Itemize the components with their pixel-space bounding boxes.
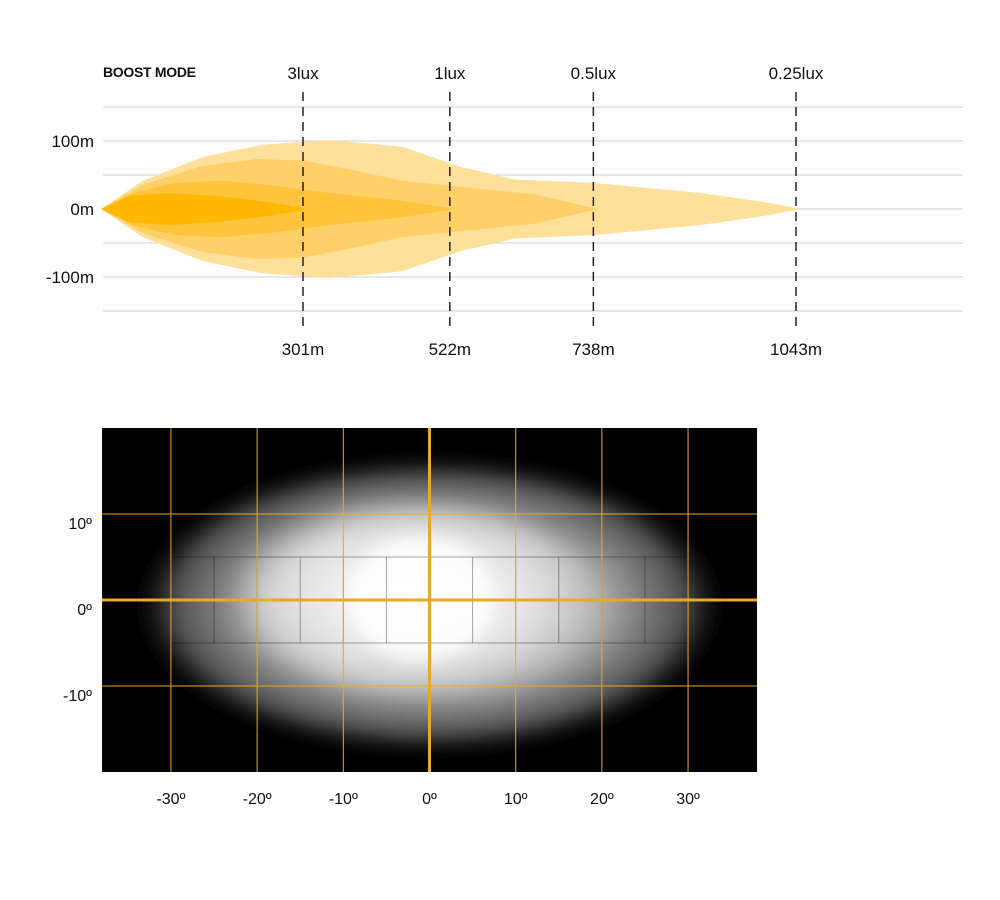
y-tick-label: -100m [46, 268, 94, 287]
x-tick-label: 10º [504, 791, 528, 808]
beam-distance-chart: BOOST MODE 0.25lux 1043m 0.5lux 738m 1lux 522… [46, 64, 963, 359]
y-axis-ticks: 100m 0m -100m [46, 132, 94, 287]
distance-label: 1043m [770, 340, 822, 359]
distance-label: 738m [572, 340, 615, 359]
x-tick-label: -30º [156, 791, 185, 808]
lux-label: 1lux [434, 64, 466, 83]
distance-markers: 0.25lux 1043m 0.5lux 738m 1lux 522m 3lux 301m [282, 64, 824, 359]
lux-label: 3lux [287, 64, 319, 83]
beam-area-3 [102, 193, 304, 225]
heatmap-plot-area [102, 428, 757, 772]
y-axis-ticks: 10º 0º -10º [63, 516, 92, 705]
x-axis-ticks: -30º -20º -10º 0º 10º 20º 30º [156, 791, 700, 808]
y-tick-label: 0º [77, 602, 92, 619]
x-tick-label: -10º [329, 791, 358, 808]
isolux-heatmap-chart: -30º -20º -10º 0º 10º 20º 30º 10º 0º -10º [63, 428, 757, 808]
distance-label: 301m [282, 340, 325, 359]
lux-label: 0.25lux [769, 64, 824, 83]
x-tick-label: 0º [422, 791, 437, 808]
x-tick-label: 20º [590, 791, 614, 808]
chart-title: BOOST MODE [103, 64, 196, 80]
x-tick-label: -20º [243, 791, 272, 808]
beam-hotspot [348, 536, 495, 660]
y-tick-label: -10º [63, 688, 92, 705]
distance-label: 522m [429, 340, 472, 359]
x-tick-label: 30º [676, 791, 700, 808]
y-tick-label: 10º [68, 516, 92, 533]
y-tick-label: 0m [70, 200, 94, 219]
y-tick-label: 100m [51, 132, 94, 151]
beam-areas [102, 140, 797, 278]
lux-label: 0.5lux [571, 64, 617, 83]
